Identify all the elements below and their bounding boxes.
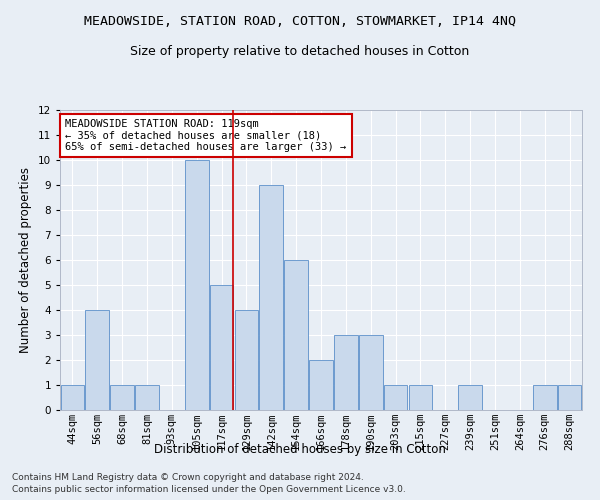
Bar <box>85 310 109 410</box>
Bar <box>284 260 308 410</box>
Bar <box>235 310 258 410</box>
Bar <box>533 385 557 410</box>
Bar <box>210 285 233 410</box>
Text: Contains HM Land Registry data © Crown copyright and database right 2024.: Contains HM Land Registry data © Crown c… <box>12 472 364 482</box>
Bar <box>334 335 358 410</box>
Bar <box>259 185 283 410</box>
Bar <box>384 385 407 410</box>
Text: MEADOWSIDE, STATION ROAD, COTTON, STOWMARKET, IP14 4NQ: MEADOWSIDE, STATION ROAD, COTTON, STOWMA… <box>84 15 516 28</box>
Bar <box>359 335 383 410</box>
Bar <box>135 385 159 410</box>
Text: Distribution of detached houses by size in Cotton: Distribution of detached houses by size … <box>154 442 446 456</box>
Bar <box>458 385 482 410</box>
Bar <box>309 360 333 410</box>
Bar <box>558 385 581 410</box>
Bar <box>110 385 134 410</box>
Text: Contains public sector information licensed under the Open Government Licence v3: Contains public sector information licen… <box>12 485 406 494</box>
Text: MEADOWSIDE STATION ROAD: 119sqm
← 35% of detached houses are smaller (18)
65% of: MEADOWSIDE STATION ROAD: 119sqm ← 35% of… <box>65 119 346 152</box>
Y-axis label: Number of detached properties: Number of detached properties <box>19 167 32 353</box>
Bar <box>61 385 84 410</box>
Bar <box>185 160 209 410</box>
Bar <box>409 385 432 410</box>
Text: Size of property relative to detached houses in Cotton: Size of property relative to detached ho… <box>130 45 470 58</box>
